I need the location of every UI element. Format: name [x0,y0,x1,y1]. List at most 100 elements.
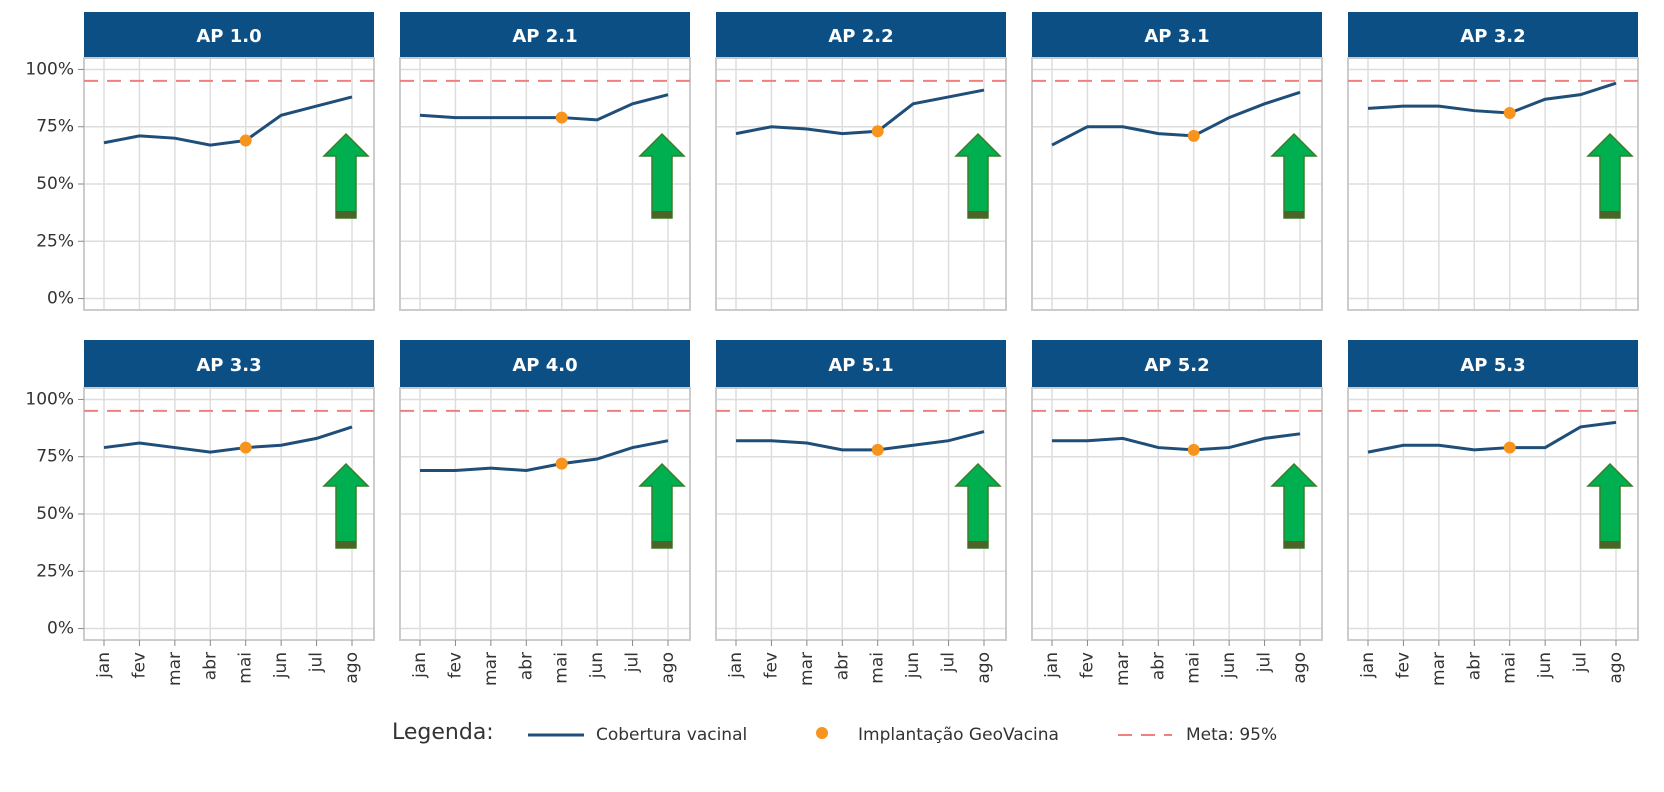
legend-label: Meta: 95% [1186,725,1277,745]
x-tick-label: jul [1255,652,1275,673]
panel-title: AP 3.2 [1460,26,1525,47]
plot-border [715,387,1007,641]
y-tick-label: 100% [25,389,74,409]
trend-arrow-base [652,541,672,548]
panel-header [400,340,690,388]
x-tick-label: jul [939,652,959,673]
x-tick-label: fev [129,652,149,679]
y-tick-label: 0% [47,619,74,639]
x-tick-label: fev [445,652,465,679]
trend-arrow-base [1600,541,1620,548]
x-tick-label: mai [236,652,256,684]
x-tick-label: mai [552,652,572,684]
x-tick-label: abr [516,652,536,680]
panel-header [1032,12,1322,58]
trend-arrow [954,132,1002,219]
x-tick-label: abr [832,652,852,680]
x-tick-label: ago [1606,652,1626,684]
coverage-line [735,88,985,136]
y-tick-label: 50% [36,174,74,194]
x-tick-label: mar [481,652,501,686]
implantation-point [239,441,252,454]
x-tick-label: abr [1464,652,1484,680]
trend-arrow [322,132,370,219]
coverage-line [1367,81,1617,115]
x-tick-label: fev [1393,652,1413,679]
x-tick-label: mai [1184,652,1204,684]
x-tick-label: jul [307,652,327,673]
plot-border [1031,387,1323,641]
trend-arrow-base [968,211,988,218]
trend-arrow-base [652,211,672,218]
panel-header [400,12,690,58]
trend-arrow [1586,462,1634,549]
trend-arrow-base [336,541,356,548]
x-tick-label: jun [587,652,607,679]
plot-border [715,57,1007,311]
panel-title: AP 2.1 [512,26,577,47]
x-tick-label: jan [1358,652,1378,679]
x-tick-label: mai [868,652,888,684]
x-tick-label: jun [903,652,923,679]
plot-border [1347,57,1639,311]
trend-arrow [1586,132,1634,219]
y-tick-label: 100% [25,59,74,79]
panel-header [84,340,374,388]
implantation-point [555,457,568,470]
y-tick-label: 75% [36,447,74,467]
panel-title: AP 5.2 [1144,355,1209,376]
trend-arrow-base [968,541,988,548]
panel-title: AP 3.1 [1144,26,1209,47]
panel-title: AP 4.0 [512,355,577,376]
coverage-line [420,439,669,472]
panel-title: AP 5.1 [828,355,893,376]
panel-header [84,12,374,58]
panel-header [1032,340,1322,388]
x-tick-label: jun [271,652,291,679]
x-tick-label: fev [1077,652,1097,679]
implantation-point [1187,129,1200,142]
trend-arrow-base [336,211,356,218]
trend-arrow-base [1600,211,1620,218]
trend-arrow [322,462,370,549]
trend-arrow [638,132,686,219]
x-tick-label: jul [623,652,643,673]
x-tick-label: ago [1290,652,1310,684]
trend-arrow-base [1284,541,1304,548]
coverage-line [419,93,669,122]
x-tick-label: fev [761,652,781,679]
trend-arrow-base [1284,211,1304,218]
panel-title: AP 3.3 [196,355,261,376]
x-tick-label: mar [797,652,817,686]
coverage-line [1367,420,1617,454]
trend-arrow [638,462,686,549]
x-tick-label: jun [1219,652,1239,679]
coverage-line [1052,432,1301,452]
panel-header [1348,12,1638,58]
plot-border [1031,57,1323,311]
coverage-line [736,430,985,452]
x-tick-label: jan [1042,652,1062,679]
y-tick-label: 25% [36,561,74,581]
x-tick-label: ago [342,652,362,684]
implantation-point [871,443,884,456]
x-tick-label: mar [1429,652,1449,686]
y-tick-label: 75% [36,117,74,137]
x-tick-label: abr [200,652,220,680]
y-tick-label: 25% [36,231,74,251]
x-tick-label: jan [726,652,746,679]
x-tick-label: jan [94,652,114,679]
x-tick-label: jul [1571,652,1591,673]
x-tick-label: jan [410,652,430,679]
legend-point-swatch [816,727,828,739]
coverage-line [1051,90,1301,147]
y-tick-label: 50% [36,504,74,524]
implantation-point [1503,106,1516,119]
coverage-line [103,425,353,454]
coverage-line [103,95,353,147]
plot-border [1347,387,1639,641]
legend-label: Implantação GeoVacina [858,725,1059,745]
panel-header [1348,340,1638,388]
panel-header [716,12,1006,58]
